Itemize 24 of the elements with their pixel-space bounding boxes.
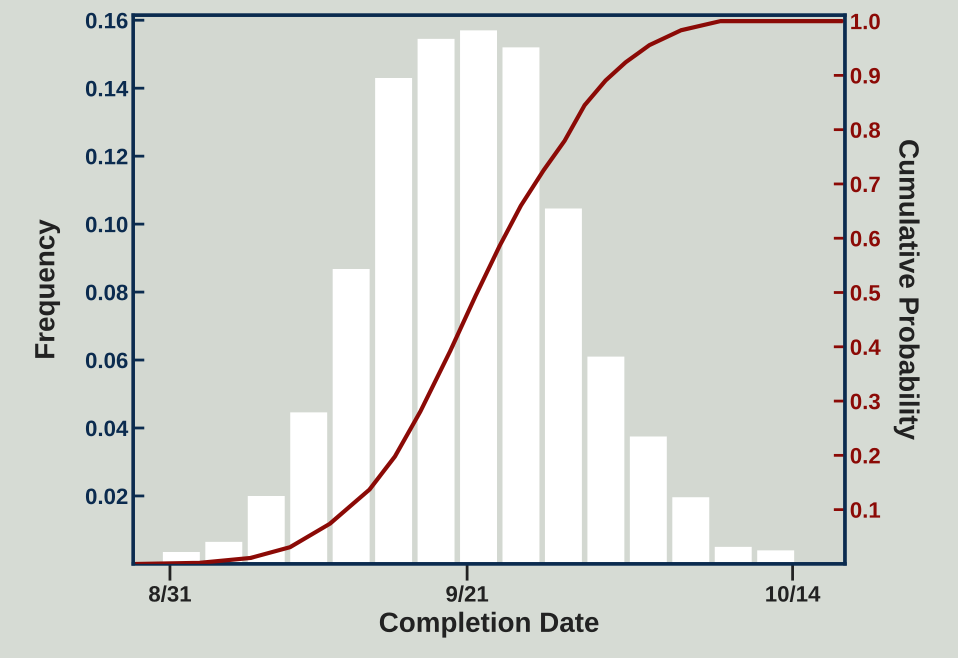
y2-tick-label: 0.5	[850, 285, 880, 301]
x-tick-label: 8/31	[149, 585, 191, 602]
y-tick-label: 0.16	[86, 12, 128, 28]
y-tick-label: 0.04	[86, 420, 128, 436]
y2-tick-label: 1.0	[851, 14, 880, 30]
x-axis-title: Completion Date	[380, 612, 598, 638]
y2-tick-label: 0.6	[850, 230, 880, 246]
y2-axis-title: Cumulative Probability	[894, 140, 920, 440]
y2-tick-label: 0.1	[850, 502, 880, 518]
y-tick-label: 0.08	[86, 284, 128, 300]
x-tick-label: 10/14	[766, 585, 820, 602]
y-tick-label: 0.06	[86, 352, 128, 368]
y-tick-label: 0.10	[86, 216, 128, 232]
x-tick-label: 9/21	[446, 585, 488, 602]
y2-tick-label: 0.3	[850, 394, 880, 410]
y2-tick-label: 0.8	[850, 122, 880, 138]
y-tick-label: 0.12	[86, 148, 128, 164]
y2-tick-label: 0.7	[850, 176, 880, 192]
y-tick-label: 0.14	[86, 80, 128, 96]
y-axis-title: Frequency	[35, 219, 60, 358]
y-tick-label: 0.02	[86, 488, 128, 504]
y2-tick-label: 0.9	[850, 68, 880, 84]
y2-tick-label: 0.2	[850, 448, 880, 464]
y2-tick-label: 0.4	[850, 339, 881, 356]
